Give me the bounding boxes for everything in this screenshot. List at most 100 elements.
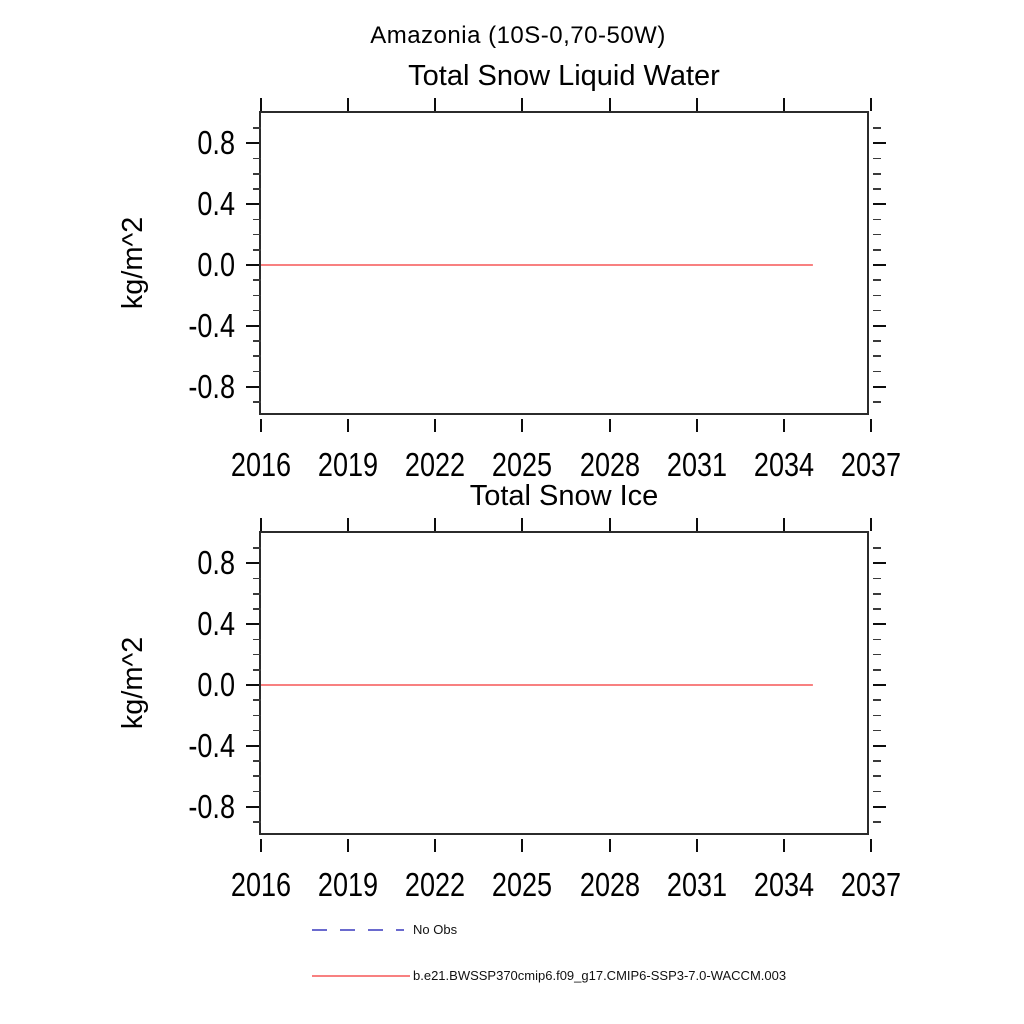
x-tick-major bbox=[695, 419, 698, 432]
y-tick-minor bbox=[873, 593, 881, 595]
legend-line-solid bbox=[312, 975, 410, 977]
y-tick-minor bbox=[873, 157, 881, 160]
y-tick-minor bbox=[253, 340, 261, 342]
y-tick-minor bbox=[873, 729, 881, 732]
chart-total-snow-liquid-water: Total Snow Liquid Water kg/m^2 2016 2019 2… bbox=[117, 60, 901, 482]
x-tick-major bbox=[434, 98, 437, 111]
y-tick-minor bbox=[253, 729, 261, 732]
x-tick-major bbox=[260, 98, 262, 111]
x-tick-major bbox=[870, 98, 872, 111]
x-tick-major bbox=[782, 518, 785, 531]
x-tick-major bbox=[434, 518, 437, 531]
x-tick-major bbox=[434, 419, 437, 432]
x-tick-label: 2031 bbox=[666, 446, 727, 483]
x-tick-label: 2034 bbox=[753, 866, 814, 903]
y-tick-minor bbox=[873, 279, 881, 281]
plot-area: 2016 2019 2022 2025 2028 2031 2034 2037 -0.8 -0.4… bbox=[188, 98, 901, 482]
y-tick-minor bbox=[253, 593, 261, 595]
figure-main-title: Amazonia (10S-0,70-50W) bbox=[370, 22, 666, 49]
x-tick-major bbox=[608, 518, 611, 531]
x-tick-major bbox=[782, 98, 785, 111]
plot-area: 2016 2019 2022 2025 2028 2031 2034 2037 -0.8 -0.4… bbox=[188, 518, 901, 902]
y-tick-minor bbox=[873, 669, 881, 671]
y-tick-minor bbox=[253, 653, 261, 656]
y-tick-label: 0.4 bbox=[197, 185, 235, 223]
y-tick-minor bbox=[253, 370, 261, 373]
y-tick-minor bbox=[253, 821, 261, 823]
x-tick-label: 2025 bbox=[492, 446, 553, 483]
y-tick-minor bbox=[873, 775, 881, 777]
y-tick-major bbox=[873, 562, 886, 565]
y-tick-minor bbox=[253, 775, 261, 777]
y-tick-minor bbox=[873, 638, 881, 641]
y-tick-minor bbox=[253, 157, 261, 160]
x-tick-label: 2019 bbox=[318, 866, 379, 903]
y-tick-minor bbox=[253, 638, 261, 641]
series-layer bbox=[261, 264, 813, 266]
y-tick-minor bbox=[873, 218, 881, 221]
y-tick-minor bbox=[873, 173, 881, 175]
y-tick-minor bbox=[253, 577, 261, 580]
y-tick-label: -0.8 bbox=[188, 787, 235, 825]
chart-total-snow-ice: Total Snow Ice kg/m^2 2016 2019 2022 2025 20… bbox=[117, 480, 901, 902]
y-tick-minor bbox=[873, 547, 881, 549]
x-tick-major bbox=[695, 839, 698, 852]
y-tick-major bbox=[246, 385, 259, 388]
y-tick-label: 0.4 bbox=[197, 605, 235, 643]
chart-title: Total Snow Liquid Water bbox=[408, 60, 720, 92]
y-tick-minor bbox=[873, 577, 881, 580]
y-tick-minor bbox=[253, 188, 261, 190]
y-tick-minor bbox=[873, 608, 881, 610]
y-tick-minor bbox=[873, 699, 881, 701]
y-tick-minor bbox=[253, 173, 261, 175]
y-tick-minor bbox=[873, 790, 881, 793]
x-tick-major bbox=[870, 419, 872, 432]
y-tick-label: 0.0 bbox=[197, 666, 235, 703]
x-tick-major bbox=[695, 98, 698, 111]
x-tick-major bbox=[782, 419, 785, 432]
y-tick-major bbox=[246, 264, 259, 266]
x-tick-label: 2037 bbox=[840, 446, 902, 483]
x-tick-major bbox=[347, 839, 350, 852]
y-tick-minor bbox=[253, 309, 261, 312]
x-tick-label: 2028 bbox=[579, 866, 640, 903]
y-tick-minor bbox=[873, 821, 881, 823]
y-tick-minor bbox=[253, 699, 261, 701]
y-tick-minor bbox=[873, 127, 881, 129]
y-tick-minor bbox=[873, 188, 881, 190]
x-tick-major bbox=[870, 518, 872, 531]
x-tick-major bbox=[695, 518, 698, 531]
y-tick-label: -0.4 bbox=[188, 306, 235, 344]
y-tick-major bbox=[873, 684, 886, 686]
y-tick-major bbox=[873, 142, 886, 145]
y-tick-major bbox=[246, 562, 259, 565]
y-tick-minor bbox=[873, 233, 881, 236]
y-tick-label: 0.0 bbox=[197, 246, 235, 283]
y-tick-minor bbox=[253, 790, 261, 793]
y-tick-minor bbox=[253, 760, 261, 762]
x-tick-major bbox=[260, 839, 262, 852]
x-tick-label: 2037 bbox=[840, 866, 902, 903]
y-tick-minor bbox=[253, 294, 261, 297]
y-tick-minor bbox=[253, 218, 261, 221]
x-tick-major bbox=[521, 518, 524, 531]
x-tick-major bbox=[608, 419, 611, 432]
y-tick-minor bbox=[253, 279, 261, 281]
x-tick-major bbox=[260, 419, 262, 432]
y-tick-minor bbox=[873, 760, 881, 762]
y-tick-minor bbox=[253, 233, 261, 236]
x-tick-label: 2025 bbox=[492, 866, 553, 903]
y-tick-major bbox=[873, 264, 886, 266]
y-tick-label: 0.8 bbox=[197, 544, 235, 582]
y-tick-major bbox=[246, 623, 259, 626]
x-tick-major bbox=[521, 839, 524, 852]
x-tick-major bbox=[782, 839, 785, 852]
y-tick-major bbox=[246, 324, 259, 327]
x-tick-label: 2028 bbox=[579, 446, 640, 483]
y-tick-label: -0.8 bbox=[188, 367, 235, 405]
y-tick-minor bbox=[253, 608, 261, 610]
y-tick-minor bbox=[873, 294, 881, 297]
y-tick-label: -0.4 bbox=[188, 726, 235, 764]
y-tick-minor bbox=[253, 714, 261, 717]
